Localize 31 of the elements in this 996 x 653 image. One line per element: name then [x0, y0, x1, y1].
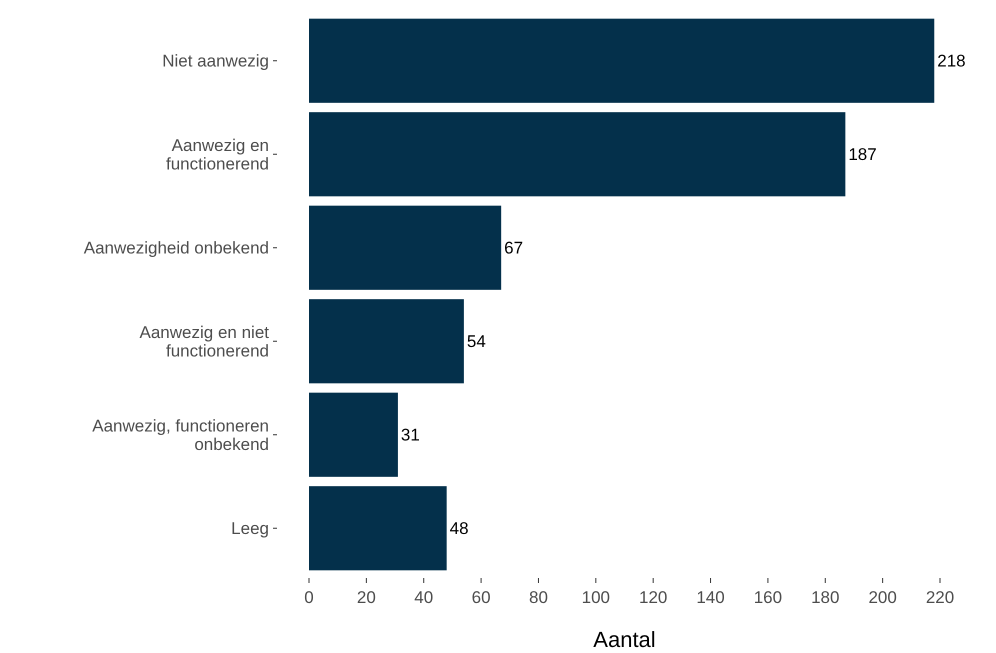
bar — [309, 299, 464, 384]
x-tick-label: 80 — [528, 588, 548, 607]
x-tick-label: 100 — [582, 588, 610, 607]
bar — [309, 486, 447, 570]
data-label: 48 — [450, 519, 469, 538]
x-tick-label: 220 — [926, 588, 954, 607]
data-label: 218 — [937, 52, 966, 71]
bar — [309, 112, 846, 196]
x-tick-label: 120 — [638, 588, 668, 607]
data-label: 67 — [504, 238, 524, 258]
x-tick-label: 60 — [472, 588, 491, 607]
x-tick-label: 200 — [868, 588, 897, 607]
x-tick-label: 40 — [414, 588, 434, 607]
y-tick-label: Aanwezigheid onbekend — [84, 238, 269, 258]
y-tick-label: Aanwezig en functionerend — [166, 136, 269, 174]
bar — [309, 18, 934, 103]
data-label: 54 — [466, 332, 486, 352]
y-tick-label: Aanwezig en niet functionerend — [140, 322, 270, 361]
data-label: 187 — [848, 145, 877, 164]
x-tick-label: 140 — [696, 588, 725, 607]
y-tick-label: Niet aanwezig — [162, 52, 269, 71]
bar — [309, 206, 502, 290]
bar — [309, 392, 398, 477]
x-tick-label: 20 — [356, 588, 376, 607]
y-tick-label: Leeg — [231, 519, 269, 538]
x-tick-label: 180 — [811, 588, 840, 607]
x-tick-label: 0 — [304, 588, 314, 607]
data-label: 31 — [400, 426, 420, 445]
x-tick-label: 160 — [754, 588, 782, 607]
x-axis-title: Aantal — [593, 627, 656, 652]
y-tick-label: Aanwezig, functioneren onbekend — [92, 416, 269, 454]
